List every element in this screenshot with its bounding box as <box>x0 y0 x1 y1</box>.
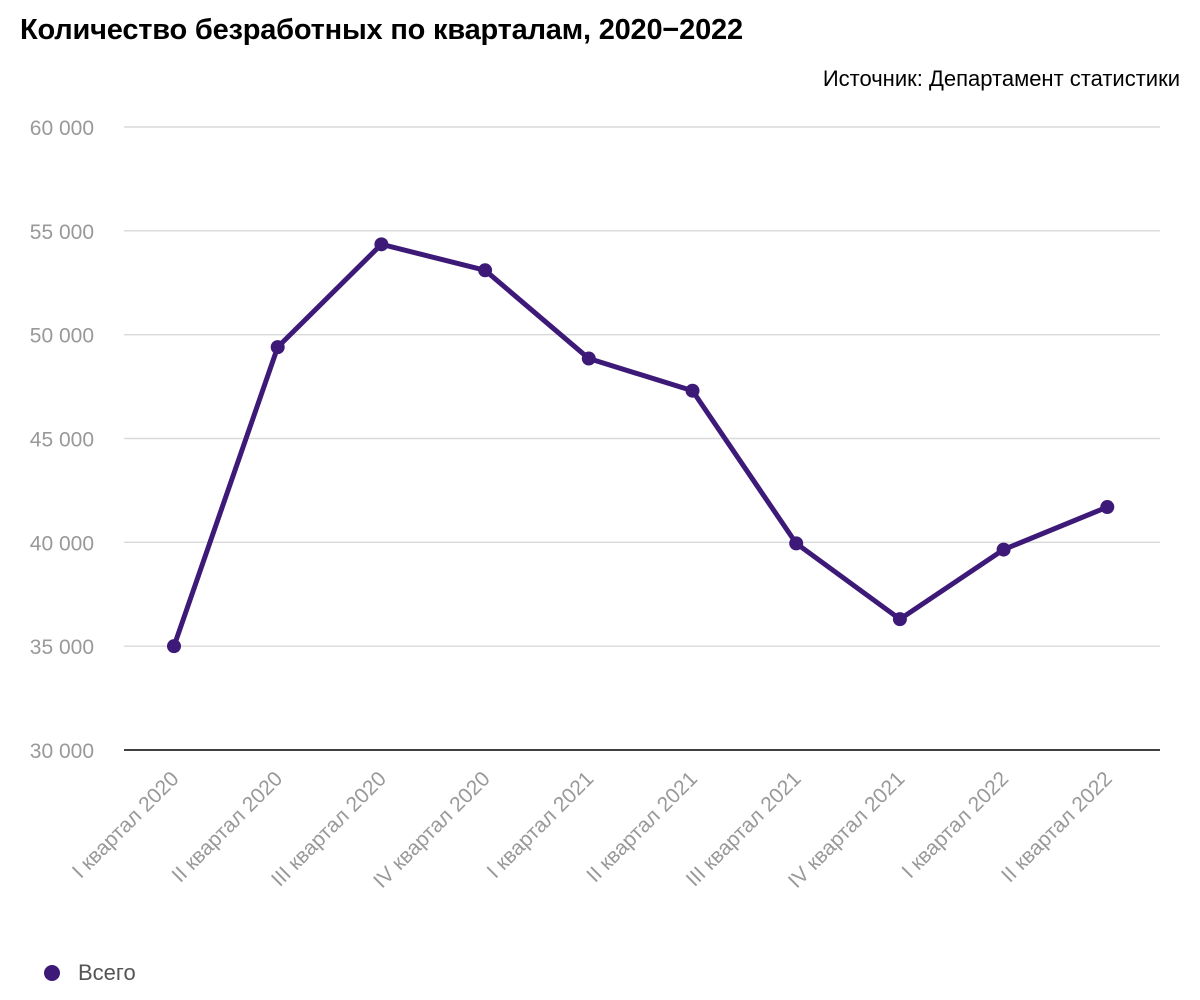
x-tick-label: II квартал 2020 <box>167 767 287 887</box>
data-point <box>270 340 285 355</box>
x-tick-label: I квартал 2021 <box>483 767 599 883</box>
data-point <box>581 351 596 366</box>
y-tick-label: 45 000 <box>30 429 94 452</box>
y-tick-label: 35 000 <box>30 636 94 659</box>
x-tick-label: II квартал 2021 <box>582 767 702 887</box>
y-tick-label: 40 000 <box>30 532 94 555</box>
source-note: Источник: Департамент статистики <box>822 66 1180 91</box>
data-point <box>478 263 493 278</box>
data-point <box>1100 500 1115 515</box>
y-tick-label: 60 000 <box>30 117 94 140</box>
legend-marker <box>44 965 60 981</box>
x-tick-label: I квартал 2022 <box>897 767 1013 883</box>
x-tick-label: I квартал 2020 <box>68 767 184 883</box>
data-point <box>685 383 700 398</box>
data-point <box>167 639 181 654</box>
series-line <box>171 241 1110 649</box>
y-tick-label: 55 000 <box>30 221 94 244</box>
chart-title: Количество безработных по кварталам, 202… <box>20 14 743 46</box>
y-tick-label: 50 000 <box>30 325 94 348</box>
legend: Всего <box>44 960 136 986</box>
data-point <box>789 536 804 551</box>
y-tick-label: 30 000 <box>30 740 94 763</box>
legend-label: Всего <box>78 960 136 985</box>
data-point <box>892 612 907 627</box>
data-point <box>374 237 389 252</box>
data-point <box>996 542 1011 557</box>
x-tick-label: II квартал 2022 <box>997 767 1117 887</box>
